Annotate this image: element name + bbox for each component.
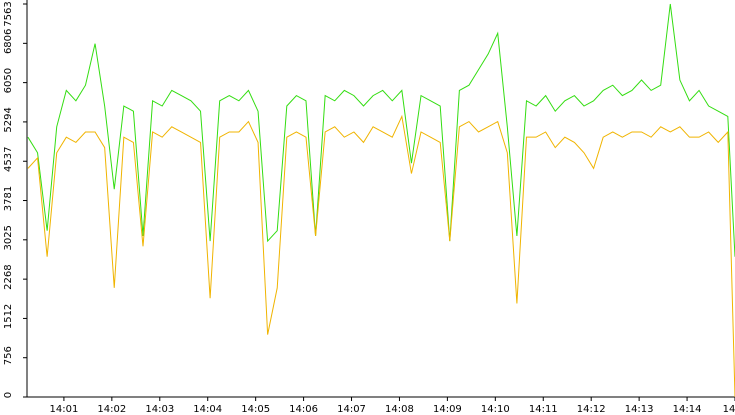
- y-tick-label: 5294: [3, 107, 14, 132]
- series-line: [27, 114, 735, 398]
- x-tick-label: 14:14: [673, 404, 702, 415]
- y-tick-label: 6806: [3, 29, 14, 54]
- y-tick-label: 2268: [3, 264, 14, 289]
- x-tick-label: 14:03: [145, 404, 174, 415]
- x-tick-label: 14:10: [481, 404, 510, 415]
- x-tick-label: 14:07: [337, 404, 366, 415]
- y-tick-label: 6050: [3, 68, 14, 93]
- y-tick-label: 0: [3, 392, 14, 398]
- x-tick-label: 14:02: [97, 404, 126, 415]
- y-tick-label: 756: [3, 346, 14, 365]
- y-tick-label: 4537: [3, 147, 14, 172]
- x-tick-label: 14:08: [385, 404, 414, 415]
- y-tick-label: 7563: [3, 1, 14, 26]
- x-tick-label: 14:04: [193, 404, 222, 415]
- y-tick-label: 1512: [3, 304, 14, 329]
- x-tick-label: 14:11: [529, 404, 558, 415]
- x-tick-label: 14:05: [241, 404, 270, 415]
- x-tick-label: 14:12: [577, 404, 606, 415]
- x-tick-label: 14: [723, 404, 735, 415]
- x-tick-label: 14:06: [289, 404, 318, 415]
- x-tick-label: 14:13: [625, 404, 654, 415]
- x-tick-label: 14:09: [433, 404, 462, 415]
- series-line: [27, 3, 735, 257]
- y-tick-label: 3025: [3, 225, 14, 250]
- x-tick-label: 14:01: [49, 404, 78, 415]
- y-tick-label: 3781: [3, 186, 14, 211]
